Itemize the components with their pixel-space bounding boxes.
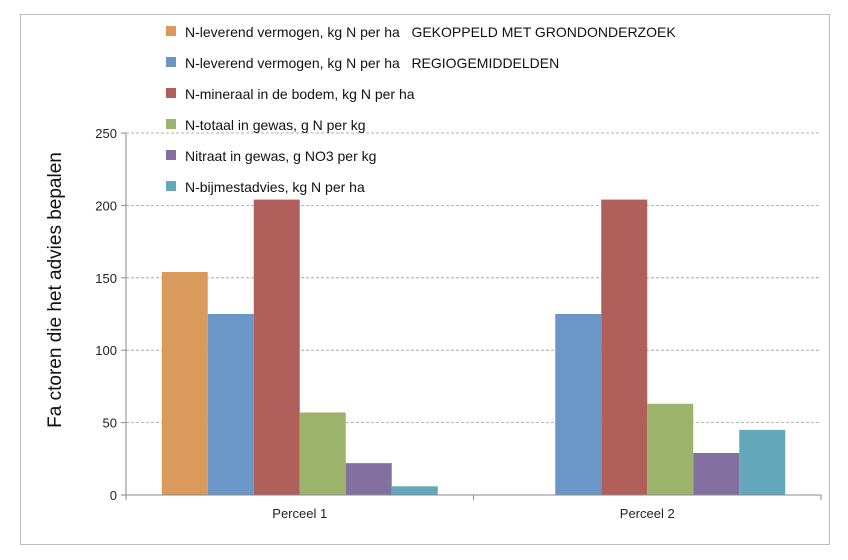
legend-label: N-leverend vermogen, kg N per ha REGIOGE…	[185, 55, 559, 71]
y-axis-label: Fa ctoren die het advies bepalen	[45, 152, 66, 428]
x-category-label: Perceel 2	[620, 506, 675, 521]
bar	[693, 453, 740, 495]
bar	[345, 463, 392, 495]
bar	[391, 486, 438, 495]
y-tick-label: 250	[95, 126, 117, 141]
y-tick-label: 50	[103, 416, 117, 431]
legend: N-leverend vermogen, kg N per ha GEKOPPE…	[166, 24, 676, 195]
x-category-labels: Perceel 1 Perceel 2	[272, 506, 674, 521]
legend-swatch	[166, 57, 176, 67]
x-category-label: Perceel 1	[272, 506, 327, 521]
y-tick-label: 100	[95, 343, 117, 358]
bar	[739, 429, 786, 495]
bar	[647, 403, 694, 495]
y-tick-label: 0	[110, 488, 117, 503]
legend-label: N-bijmestadvies, kg N per ha	[185, 179, 365, 195]
legend-swatch	[166, 181, 176, 191]
y-tick-label: 150	[95, 271, 117, 286]
y-tick-label: 200	[95, 198, 117, 213]
legend-label: N-totaal in gewas, g N per kg	[185, 117, 366, 133]
bar	[253, 199, 300, 495]
bar	[161, 272, 208, 495]
bar	[601, 199, 648, 495]
legend-swatch	[166, 119, 176, 129]
legend-label: N-leverend vermogen, kg N per ha GEKOPPE…	[185, 24, 676, 40]
axes	[121, 132, 822, 500]
chart-frame: 0 50 100 150 200 250 Perceel 1 Perceel 2 Fa ct…	[20, 14, 830, 545]
bar	[207, 314, 254, 495]
y-tick-labels: 0 50 100 150 200 250	[95, 126, 117, 503]
legend-label: Nitraat in gewas, g NO3 per kg	[185, 148, 376, 164]
bar	[555, 314, 602, 495]
legend-label: N-mineraal in de bodem, kg N per ha	[185, 86, 415, 102]
bars	[161, 199, 786, 495]
legend-swatch	[166, 150, 176, 160]
legend-swatch	[166, 88, 176, 98]
bar-chart: 0 50 100 150 200 250 Perceel 1 Perceel 2 Fa ct…	[45, 24, 822, 521]
legend-swatch	[166, 26, 176, 36]
bar	[299, 412, 346, 495]
